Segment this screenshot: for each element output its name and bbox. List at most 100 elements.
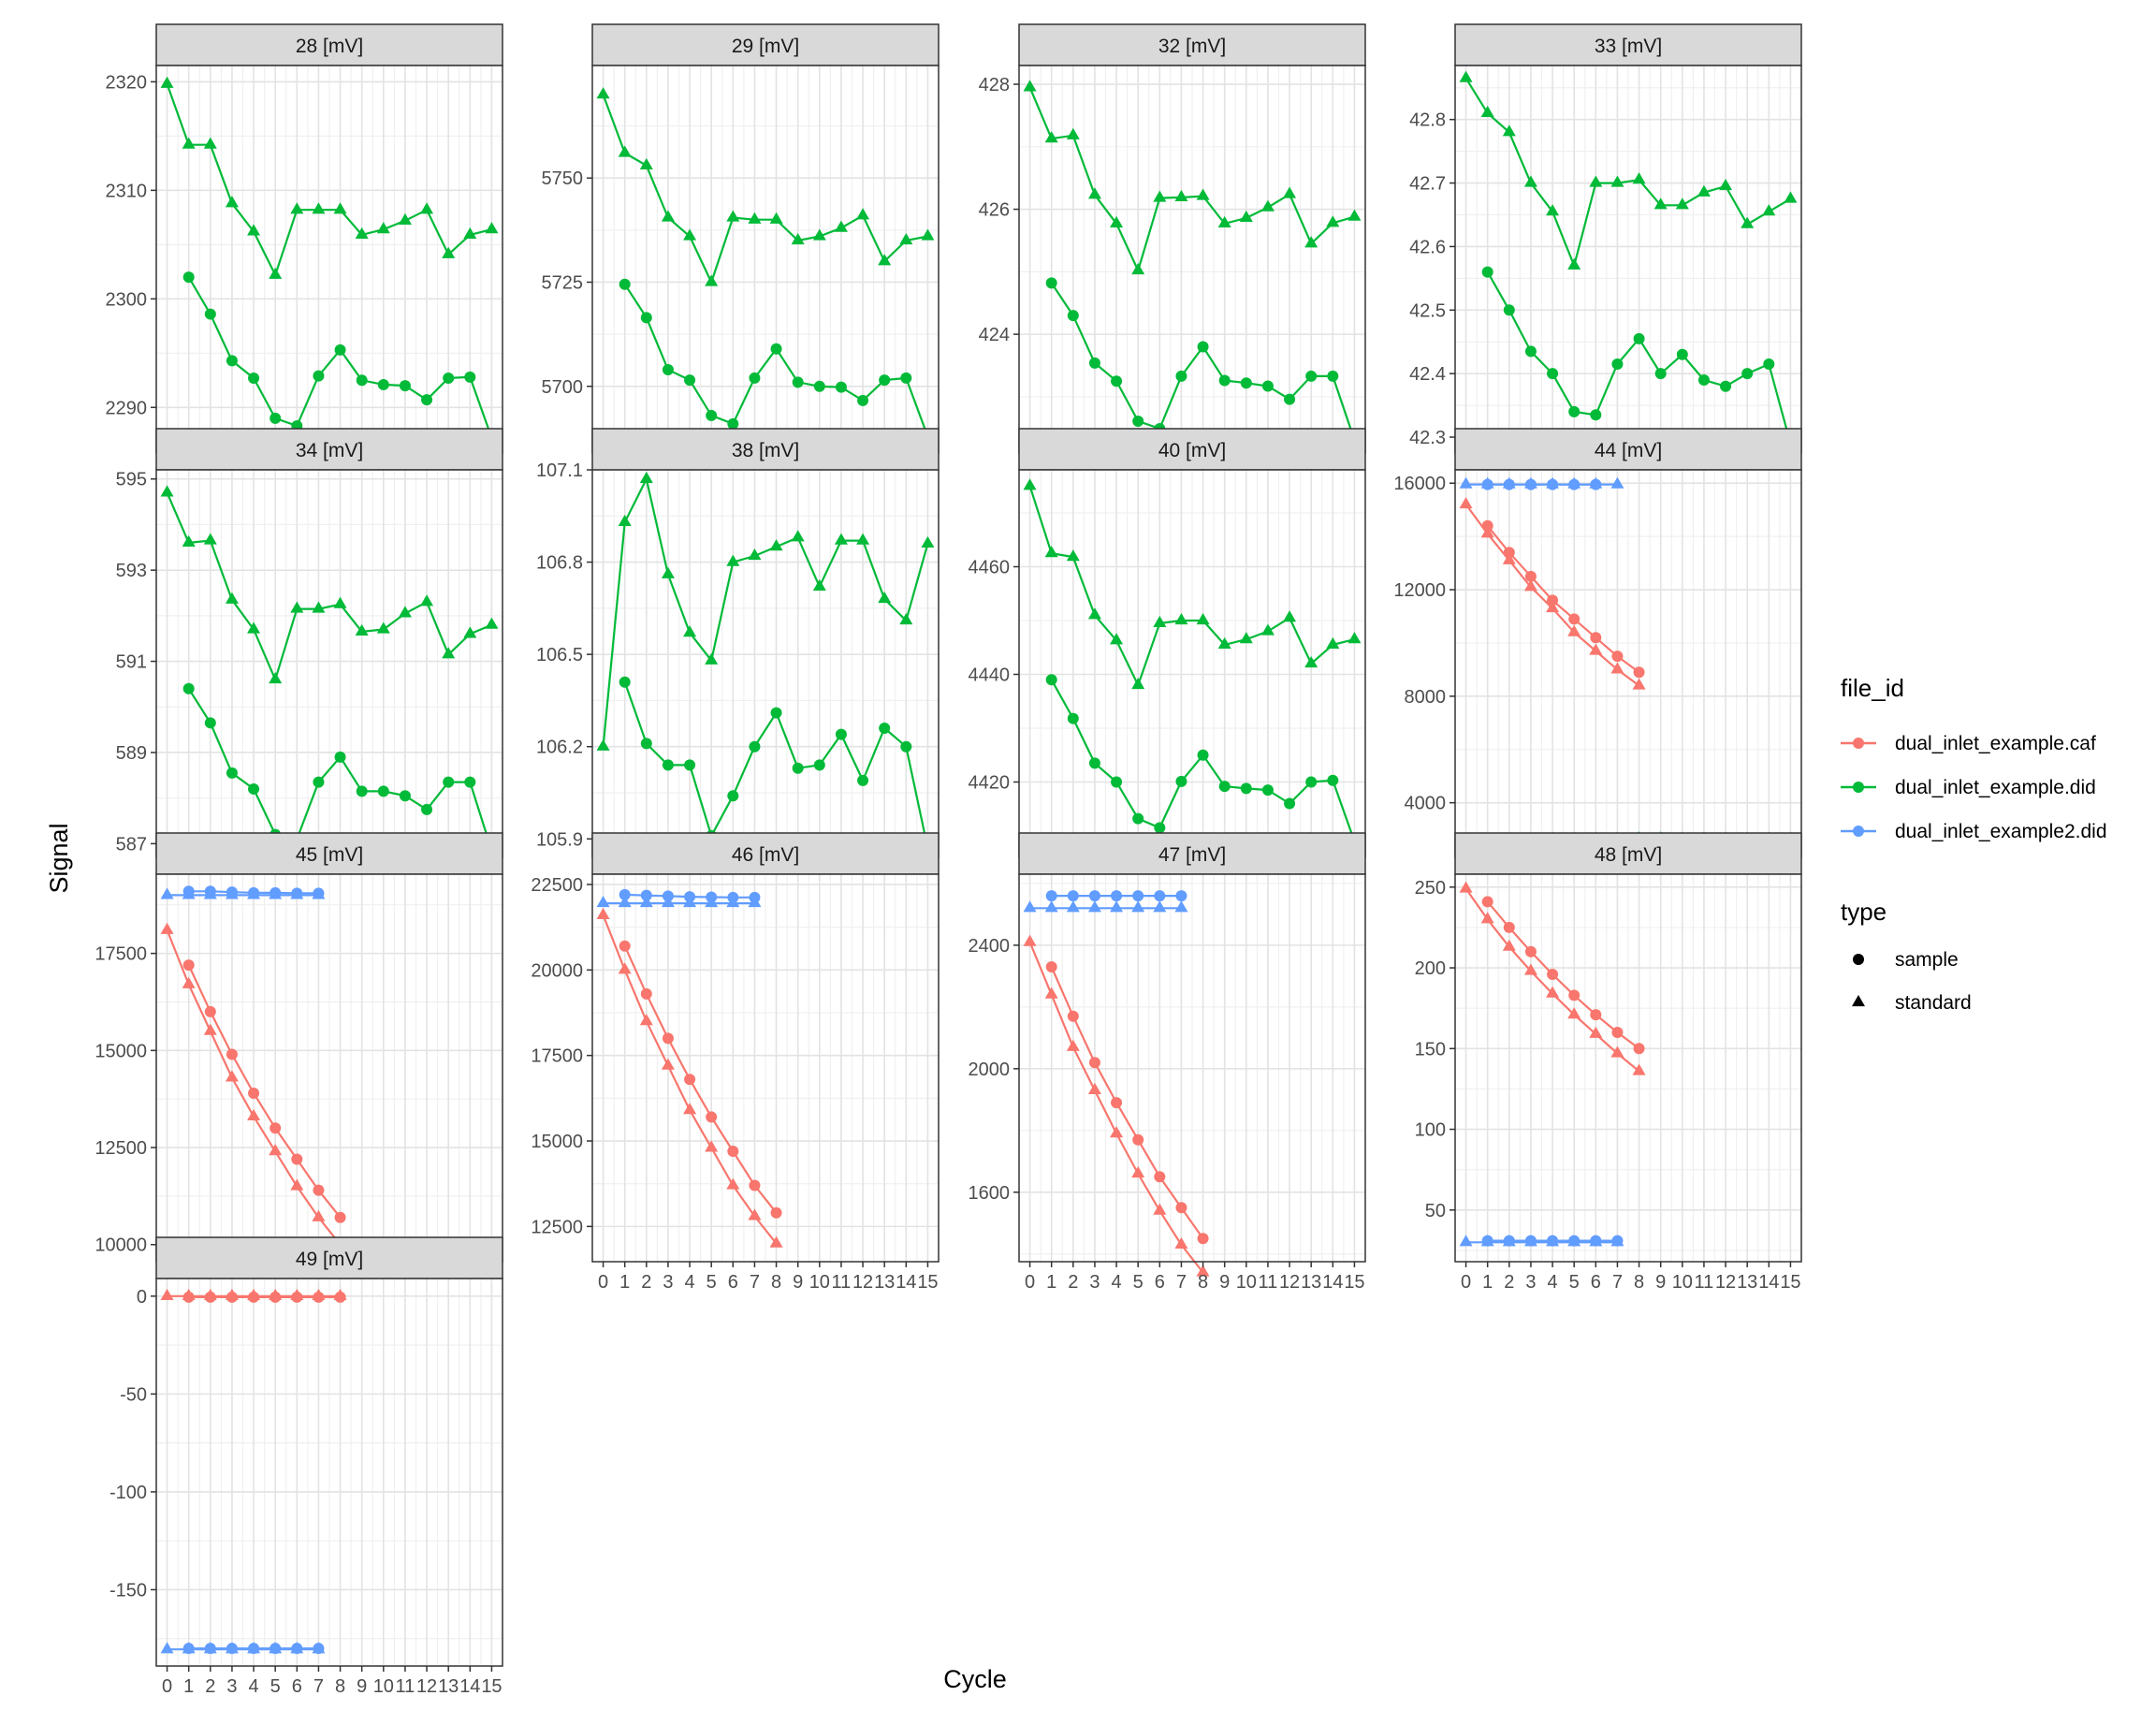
- data-point-standard: [247, 1108, 261, 1120]
- legend-key-point: [1853, 826, 1864, 837]
- y-tick-label: 589: [116, 743, 147, 764]
- data-point-sample: [1045, 890, 1057, 902]
- y-tick-label: 2290: [106, 398, 148, 418]
- data-point-sample: [1503, 1235, 1515, 1247]
- data-point-standard: [290, 202, 304, 214]
- data-point-standard: [1567, 624, 1581, 636]
- data-point-sample: [727, 1145, 739, 1157]
- legend-item-label: dual_inlet_example.caf: [1895, 733, 2096, 754]
- data-point-sample: [662, 1032, 674, 1045]
- y-tick-label: 595: [116, 470, 147, 490]
- x-tick-label: 15: [917, 1272, 938, 1293]
- data-point-standard: [1131, 900, 1145, 913]
- data-point-sample: [1524, 570, 1537, 582]
- data-point-standard: [1459, 476, 1473, 489]
- x-tick-label: 9: [357, 1676, 367, 1697]
- data-point-sample: [1111, 890, 1123, 902]
- data-point-sample: [749, 1179, 761, 1191]
- series-line: [187, 964, 342, 1219]
- facet-title: 40 [mV]: [1158, 440, 1226, 461]
- y-tick-label: -100: [109, 1483, 147, 1503]
- y-tick-label: 106.8: [536, 553, 583, 574]
- data-point-sample: [1481, 519, 1493, 532]
- y-tick-label: 5750: [542, 168, 584, 189]
- data-point-standard: [1610, 1045, 1624, 1058]
- data-point-standard: [1459, 70, 1473, 82]
- data-point-sample: [377, 378, 389, 390]
- data-point-standard: [182, 534, 196, 548]
- facet-panel: 28 [mV] 2290 2300 2310 2320: [106, 23, 503, 454]
- legend-item-label: dual_inlet_example.did: [1895, 777, 2096, 798]
- data-point-sample: [813, 380, 825, 392]
- legend-item-label: sample: [1895, 949, 1959, 971]
- data-point-standard: [420, 202, 434, 214]
- data-point-sample: [1218, 781, 1231, 793]
- y-tick-label: 42.4: [1409, 364, 1446, 385]
- data-point-standard: [1610, 175, 1624, 187]
- data-point-sample: [1590, 478, 1602, 490]
- data-point-standard: [1762, 204, 1776, 216]
- data-point-sample: [706, 891, 718, 903]
- data-point-standard: [247, 621, 261, 634]
- data-point-standard: [1174, 612, 1188, 625]
- data-point-standard: [333, 596, 347, 608]
- data-point-standard: [1110, 633, 1124, 645]
- data-point-standard: [1044, 900, 1058, 913]
- legend-item-label: dual_inlet_example2.did: [1895, 821, 2107, 842]
- data-point-sample: [204, 1643, 216, 1655]
- data-point-standard: [1610, 476, 1624, 489]
- data-point-sample: [1305, 776, 1318, 788]
- data-point-sample: [443, 372, 455, 384]
- data-point-standard: [683, 625, 697, 637]
- data-point-standard: [1784, 191, 1798, 203]
- data-point-sample: [1611, 358, 1624, 370]
- data-point-standard: [1304, 655, 1318, 668]
- data-point-standard: [639, 1014, 653, 1026]
- data-point-sample: [270, 886, 282, 899]
- data-point-standard: [856, 533, 870, 545]
- data-point-sample: [1305, 370, 1318, 382]
- data-point-sample: [1676, 348, 1688, 360]
- data-point-standard: [160, 485, 174, 497]
- data-point-sample: [1611, 1027, 1624, 1039]
- x-tick-label: 12: [1279, 1272, 1300, 1293]
- y-tick-label: 16000: [1393, 474, 1446, 494]
- data-point-sample: [464, 371, 476, 383]
- data-point-sample: [1590, 409, 1602, 421]
- x-tick-label: 11: [396, 1676, 415, 1697]
- data-point-standard: [618, 145, 632, 157]
- data-point-standard: [748, 212, 762, 224]
- data-point-sample: [270, 1122, 282, 1134]
- facet-title: 38 [mV]: [732, 440, 799, 461]
- data-point-sample: [226, 1291, 238, 1303]
- data-point-standard: [1283, 610, 1297, 622]
- data-point-sample: [1547, 968, 1559, 980]
- data-point-sample: [770, 1206, 782, 1219]
- data-point-sample: [1633, 332, 1645, 344]
- data-point-sample: [1590, 1009, 1602, 1021]
- data-point-sample: [879, 723, 891, 734]
- data-point-standard: [791, 232, 805, 245]
- data-point-sample: [1240, 377, 1252, 389]
- data-point-standard: [398, 606, 412, 618]
- data-point-sample: [1568, 989, 1581, 1001]
- x-tick-label: 12: [852, 1272, 873, 1293]
- y-tick-label: 50: [1425, 1201, 1446, 1221]
- x-tick-label: 3: [226, 1676, 237, 1697]
- series-line: [602, 94, 928, 285]
- x-tick-label: 0: [1461, 1272, 1471, 1293]
- y-tick-label: 42.7: [1409, 174, 1446, 195]
- data-point-sample: [1240, 782, 1252, 795]
- data-point-sample: [706, 1111, 718, 1123]
- data-point-standard: [1719, 178, 1733, 191]
- x-tick-label: 4: [1112, 1272, 1122, 1293]
- data-point-standard: [748, 1208, 762, 1221]
- x-tick-label: 7: [313, 1676, 324, 1697]
- facet-title: 44 [mV]: [1595, 440, 1662, 461]
- data-point-sample: [792, 762, 804, 774]
- data-point-standard: [1502, 552, 1516, 564]
- y-tick-label: 200: [1415, 958, 1446, 979]
- data-point-standard: [182, 137, 196, 149]
